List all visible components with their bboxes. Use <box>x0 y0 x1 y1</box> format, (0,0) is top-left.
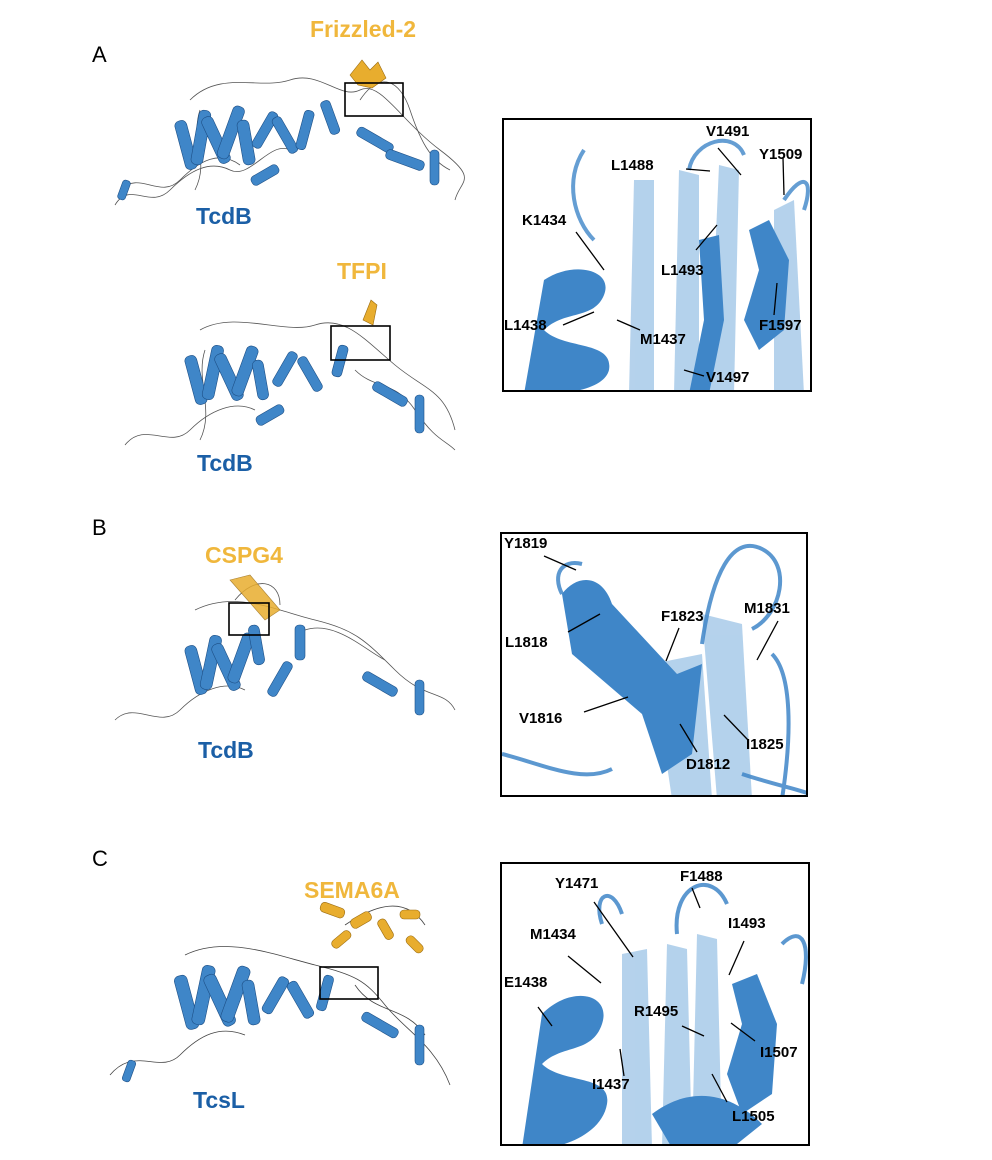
panel-a-top-structure: TcdB Frizzled-2 <box>100 16 480 240</box>
tcsl-sema6a-structure-image <box>109 902 451 1086</box>
residue-label: R1495 <box>634 1003 679 1020</box>
residue-label: M1831 <box>744 600 790 617</box>
residue-label: F1488 <box>680 868 723 885</box>
residue-label: L1488 <box>611 157 654 174</box>
zoom-box <box>330 325 391 361</box>
panel-c-binding-interface-image <box>522 883 808 1144</box>
residue-label: I1437 <box>592 1076 630 1093</box>
zoom-box <box>319 966 379 1000</box>
receptor-label: TFPI <box>337 258 387 284</box>
zoom-box <box>228 602 270 636</box>
residue-label: I1507 <box>760 1044 798 1061</box>
residue-label: Y1509 <box>759 146 803 163</box>
residue-label: V1497 <box>706 369 750 386</box>
panel-a-bottom-structure: TcdB TFPI <box>115 258 475 476</box>
panel-a-zoom-view: V1491 L1488 Y1509 K1434 L1493 L1438 M143… <box>502 118 812 392</box>
toxin-label: TcdB <box>197 450 253 476</box>
residue-label: F1823 <box>661 608 704 625</box>
panel-a-binding-interface-image <box>524 138 810 390</box>
panel-c-structure: TcsL SEMA6A <box>105 877 470 1113</box>
residue-label: F1597 <box>759 317 802 334</box>
panel-b-structure: TcdB CSPG4 <box>105 542 465 765</box>
residue-label: I1825 <box>746 736 784 753</box>
residue-label: L1818 <box>505 634 548 651</box>
residue-label: E1438 <box>504 974 548 991</box>
panel-b-zoom-view: Y1819 F1823 M1831 L1818 V1816 I1825 D181… <box>500 532 808 797</box>
panel-c-letter: C <box>92 846 108 871</box>
residue-label: L1505 <box>732 1108 775 1125</box>
residue-label: D1812 <box>686 756 731 773</box>
residue-label: V1491 <box>706 123 750 140</box>
residue-label: L1438 <box>504 317 547 334</box>
receptor-label: CSPG4 <box>205 542 283 568</box>
tcdb-cspg4-structure-image <box>114 574 456 721</box>
receptor-label: Frizzled-2 <box>310 16 417 42</box>
receptor-label: SEMA6A <box>304 877 400 903</box>
residue-label: I1493 <box>728 915 766 932</box>
residue-label: V1816 <box>519 710 563 727</box>
residue-label: Y1819 <box>504 535 548 552</box>
residue-label: K1434 <box>522 212 567 229</box>
residue-label: Y1471 <box>555 875 599 892</box>
toxin-label: TcdB <box>196 203 252 229</box>
tcdb-frizzled-structure-image <box>114 59 465 206</box>
panel-a-letter: A <box>92 42 107 67</box>
tcdb-tfpi-structure-image <box>124 299 456 451</box>
residue-label: M1434 <box>530 926 576 943</box>
panel-c-zoom-view: Y1471 F1488 I1493 M1434 E1438 R1495 I150… <box>500 862 810 1146</box>
residue-label: L1493 <box>661 262 704 279</box>
zoom-box <box>344 82 404 117</box>
toxin-label: TcsL <box>193 1087 245 1113</box>
panel-b-binding-interface-image <box>502 543 806 795</box>
residue-label: M1437 <box>640 331 686 348</box>
toxin-label: TcdB <box>198 737 254 763</box>
panel-b-letter: B <box>92 515 107 540</box>
